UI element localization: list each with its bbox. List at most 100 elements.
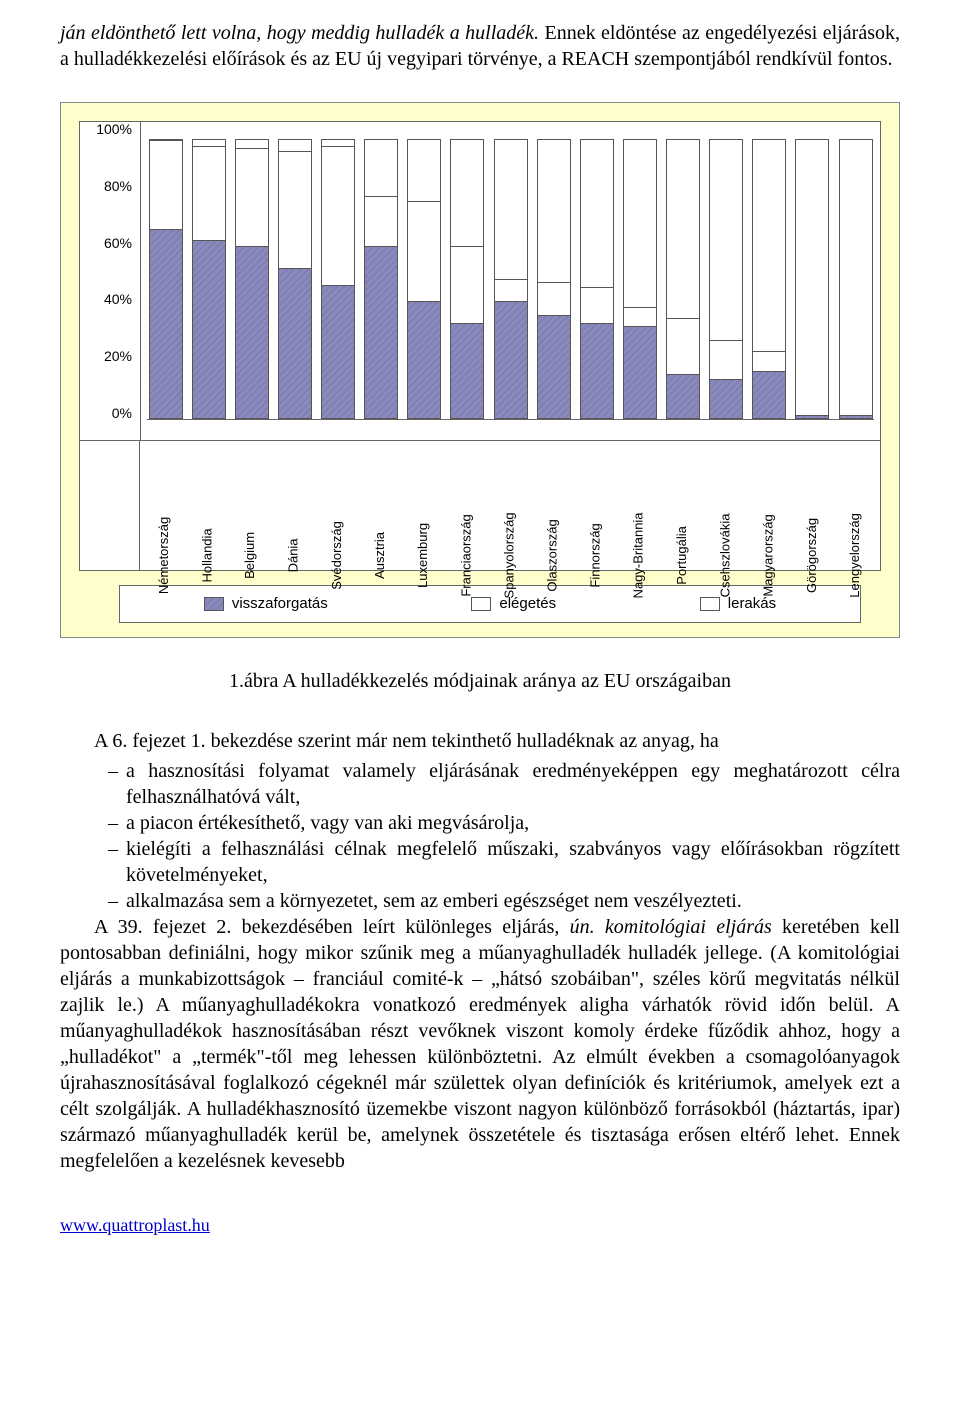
x-label: Hollandia	[189, 441, 226, 570]
bar	[364, 139, 398, 419]
legend-label: visszaforgatás	[232, 594, 328, 614]
y-tick: 0%	[86, 406, 132, 420]
legend-item-landfill: lerakás	[700, 594, 776, 614]
bar-segment	[710, 140, 742, 340]
bar-segment	[624, 140, 656, 307]
body-para2: A 39. fejezet 2. bekezdésében leírt külö…	[60, 914, 900, 1174]
bar-segment	[753, 351, 785, 370]
x-label: Luxemburg	[405, 441, 442, 570]
y-tick: 20%	[86, 349, 132, 363]
bar-segment	[322, 146, 354, 285]
bar-slot	[449, 139, 486, 419]
plot-inner	[147, 122, 874, 420]
x-label: Görögország	[794, 441, 831, 570]
bar	[580, 139, 614, 419]
x-label: Nagy-Britannia	[621, 441, 658, 570]
x-label: Dánia	[276, 441, 313, 570]
x-labels: NémetországHollandiaBelgiumDániaSvédorsz…	[140, 441, 880, 570]
legend-item-recycle: visszaforgatás	[204, 594, 328, 614]
bar	[407, 139, 441, 419]
footer-link[interactable]: www.quattroplast.hu	[60, 1215, 210, 1235]
list-item: a piacon értékesíthető, vagy van aki meg…	[108, 810, 900, 836]
swatch-recycle	[204, 597, 224, 611]
bar-segment	[538, 315, 570, 418]
bar-slot	[190, 139, 227, 419]
bar-segment	[365, 196, 397, 246]
bar-segment	[667, 318, 699, 374]
bar-segment	[495, 301, 527, 418]
bar-segment	[624, 326, 656, 418]
bar-segment	[840, 415, 872, 418]
bar-slot	[276, 139, 313, 419]
legend-label: lerakás	[728, 594, 776, 614]
para2-italic: ún. komitológiai eljárás	[570, 916, 772, 938]
bar	[494, 139, 528, 419]
bar-segment	[150, 229, 182, 418]
y-tick: 60%	[86, 236, 132, 250]
bar-segment	[581, 140, 613, 287]
bar-slot	[794, 139, 831, 419]
bar-segment	[193, 146, 225, 241]
bar-segment	[667, 374, 699, 418]
x-label: Németország	[146, 441, 183, 570]
bar	[192, 139, 226, 419]
bar-slot	[621, 139, 658, 419]
chart-container: 100% 80% 60% 40% 20% 0% NémetországHolla…	[60, 102, 900, 638]
bar-segment	[279, 268, 311, 418]
list-item: a hasznosítási folyamat valamely eljárás…	[108, 758, 900, 810]
bar-segment	[710, 379, 742, 418]
x-label: Olaszország	[535, 441, 572, 570]
x-label: Portugália	[664, 441, 701, 570]
bar-segment	[408, 140, 440, 201]
bar-slot	[578, 139, 615, 419]
bar-segment	[279, 151, 311, 268]
bullet-list: a hasznosítási folyamat valamely eljárás…	[60, 758, 900, 914]
bar-segment	[451, 246, 483, 324]
bar-slot	[492, 139, 529, 419]
bar	[839, 139, 873, 419]
bar	[752, 139, 786, 419]
para2-a: A 39. fejezet 2. bekezdésében leírt külö…	[94, 916, 570, 938]
bar-slot	[233, 139, 270, 419]
bar	[450, 139, 484, 419]
bar-segment	[408, 201, 440, 301]
swatch-burn	[471, 597, 491, 611]
bar-segment	[753, 140, 785, 351]
bar-segment	[581, 323, 613, 418]
bar-slot	[147, 139, 184, 419]
y-tick: 80%	[86, 179, 132, 193]
x-label: Magyarország	[750, 441, 787, 570]
bar-segment	[236, 246, 268, 418]
bar	[709, 139, 743, 419]
x-label: Finnország	[578, 441, 615, 570]
x-axis: NémetországHollandiaBelgiumDániaSvédorsz…	[79, 441, 881, 571]
bar	[235, 139, 269, 419]
footer-link-wrap: www.quattroplast.hu	[60, 1214, 900, 1237]
x-label: Belgium	[232, 441, 269, 570]
bar-segment	[495, 140, 527, 279]
bar-segment	[796, 415, 828, 418]
y-axis: 100% 80% 60% 40% 20% 0%	[80, 122, 141, 440]
para2-b: keretében kell pontosabban definiálni, h…	[60, 916, 900, 1172]
bar-segment	[840, 140, 872, 415]
bar-segment	[365, 246, 397, 418]
bar-slot	[320, 139, 357, 419]
swatch-landfill	[700, 597, 720, 611]
bar-segment	[624, 307, 656, 326]
body-lead: A 6. fejezet 1. bekezdése szerint már ne…	[60, 728, 900, 754]
list-item: alkalmazása sem a környezetet, sem az em…	[108, 888, 900, 914]
bar	[149, 139, 183, 419]
bar-segment	[150, 140, 182, 229]
intro-italic: ján eldönthető lett volna, hogy meddig h…	[60, 22, 539, 44]
x-label: Ausztria	[362, 441, 399, 570]
bar	[278, 139, 312, 419]
list-item: kielégíti a felhasználási célnak megfele…	[108, 836, 900, 888]
bar-segment	[796, 140, 828, 415]
bar-segment	[193, 240, 225, 418]
bar-segment	[451, 140, 483, 246]
intro-paragraph: ján eldönthető lett volna, hogy meddig h…	[60, 20, 900, 72]
bar	[623, 139, 657, 419]
bar-slot	[665, 139, 702, 419]
x-label: Lengyelország	[837, 441, 874, 570]
bar-segment	[236, 140, 268, 148]
